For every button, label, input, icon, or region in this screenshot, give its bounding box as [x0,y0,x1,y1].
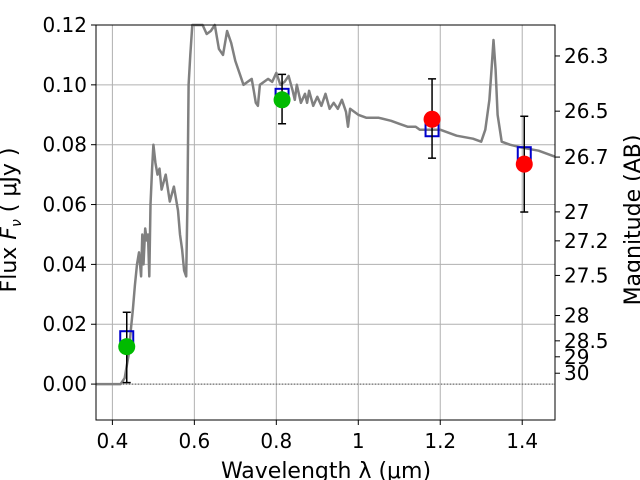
y-axis-title-subscript: ν [9,219,25,227]
y2-tick-label: 27.5 [564,263,609,287]
y-axis-ticks: 0.00 0.02 0.04 0.06 0.08 0.10 0.12 [42,13,96,396]
grid-lines [96,24,555,420]
x-tick-label: 1 [352,429,365,453]
x-tick-label: 0.6 [178,429,210,453]
x-axis-ticks: 0.4 0.6 0.8 1 1.2 1.4 [96,420,538,453]
photometry-markers [118,73,533,384]
y-axis-title: Flux Fν ( μJy ) [0,148,25,293]
spectrum-line [96,23,556,386]
y-axis-title-suffix: ( μJy ) [0,148,22,220]
y2-axis-title: Magnitude (AB) [621,135,640,306]
observed-flux-point [118,338,136,356]
y-axis-title-symbol: F [0,227,22,240]
y2-tick-label: 27.2 [564,229,609,253]
y-axis-title-prefix: Flux [0,240,22,293]
x-tick-label: 1.4 [506,429,538,453]
observed-flux-point [423,110,441,128]
y2-tick-label: 28 [564,304,589,328]
x-tick-label: 0.4 [96,429,128,453]
y-tick-label: 0.02 [42,312,87,336]
y2-tick-label: 30 [564,361,589,385]
y-tick-label: 0.12 [42,13,87,37]
y2-tick-label: 26.5 [564,99,609,123]
plot-frame [95,24,556,421]
y-tick-label: 0.08 [42,133,87,157]
y2-tick-label: 26.3 [564,44,609,68]
filter-f125w [423,78,441,159]
y-tick-label: 0.06 [42,193,87,217]
x-axis-title: Wavelength λ (μm) [221,459,431,480]
observed-flux-point [273,91,291,109]
filter-f435w [118,311,136,384]
filter-f814w [273,73,291,125]
observed-flux-point [515,155,533,173]
y2-tick-label: 27 [564,200,589,224]
x-tick-label: 1.2 [424,429,456,453]
y2-tick-label: 29 [564,345,589,369]
x-tick-label: 0.8 [260,429,292,453]
y-tick-label: 0.10 [42,73,87,97]
y-tick-label: 0.00 [42,372,87,396]
filter-f160w [515,115,533,213]
y2-tick-label: 26.7 [564,145,609,169]
y-tick-label: 0.04 [42,252,87,276]
y2-tick-label: 28.5 [564,329,609,353]
model-spectrum [96,23,556,386]
